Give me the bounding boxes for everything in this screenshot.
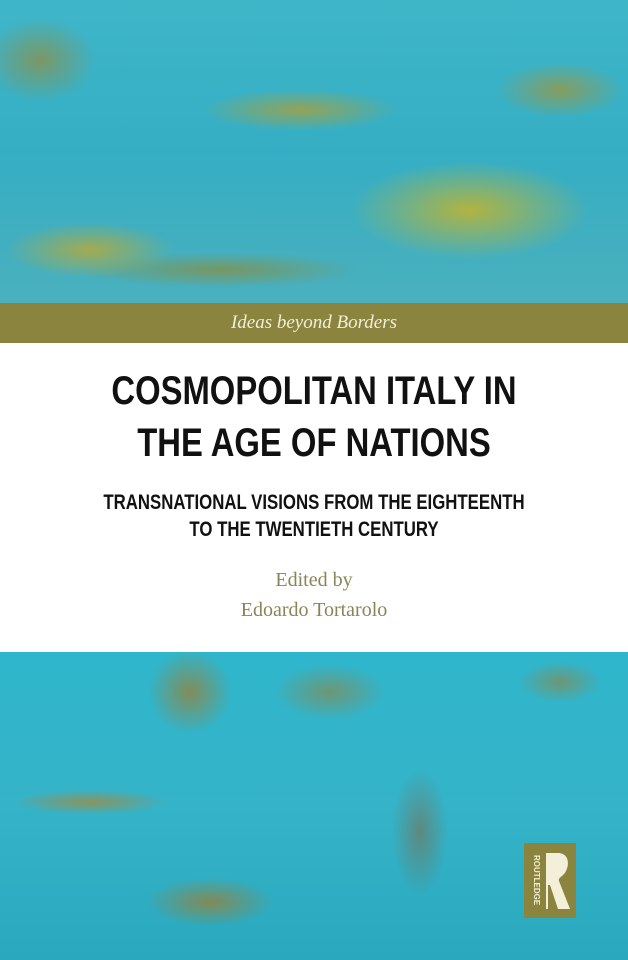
cover-artwork-top [0, 0, 628, 303]
edited-by-label: Edited by [275, 569, 353, 591]
publisher-logo: ROUTLEDGE [524, 843, 576, 918]
subtitle-line-1: TRANSNATIONAL VISIONS FROM THE EIGHTEENT… [103, 491, 525, 514]
book-title-line-1: COSMOPOLITAN ITALY IN [111, 369, 517, 413]
series-band: Ideas beyond Borders [0, 303, 628, 343]
editor-name: Edoardo Tortarolo [240, 599, 388, 621]
publisher-name: ROUTLEDGE [532, 855, 541, 906]
series-name: Ideas beyond Borders [230, 312, 398, 333]
book-title-line-2: THE AGE OF NATIONS [137, 421, 491, 465]
routledge-r-icon [546, 853, 570, 909]
title-panel: COSMOPOLITAN ITALY IN THE AGE OF NATIONS… [0, 343, 628, 652]
cover-artwork-bottom [0, 652, 628, 960]
subtitle-line-2: TO THE TWENTIETH CENTURY [189, 518, 439, 541]
